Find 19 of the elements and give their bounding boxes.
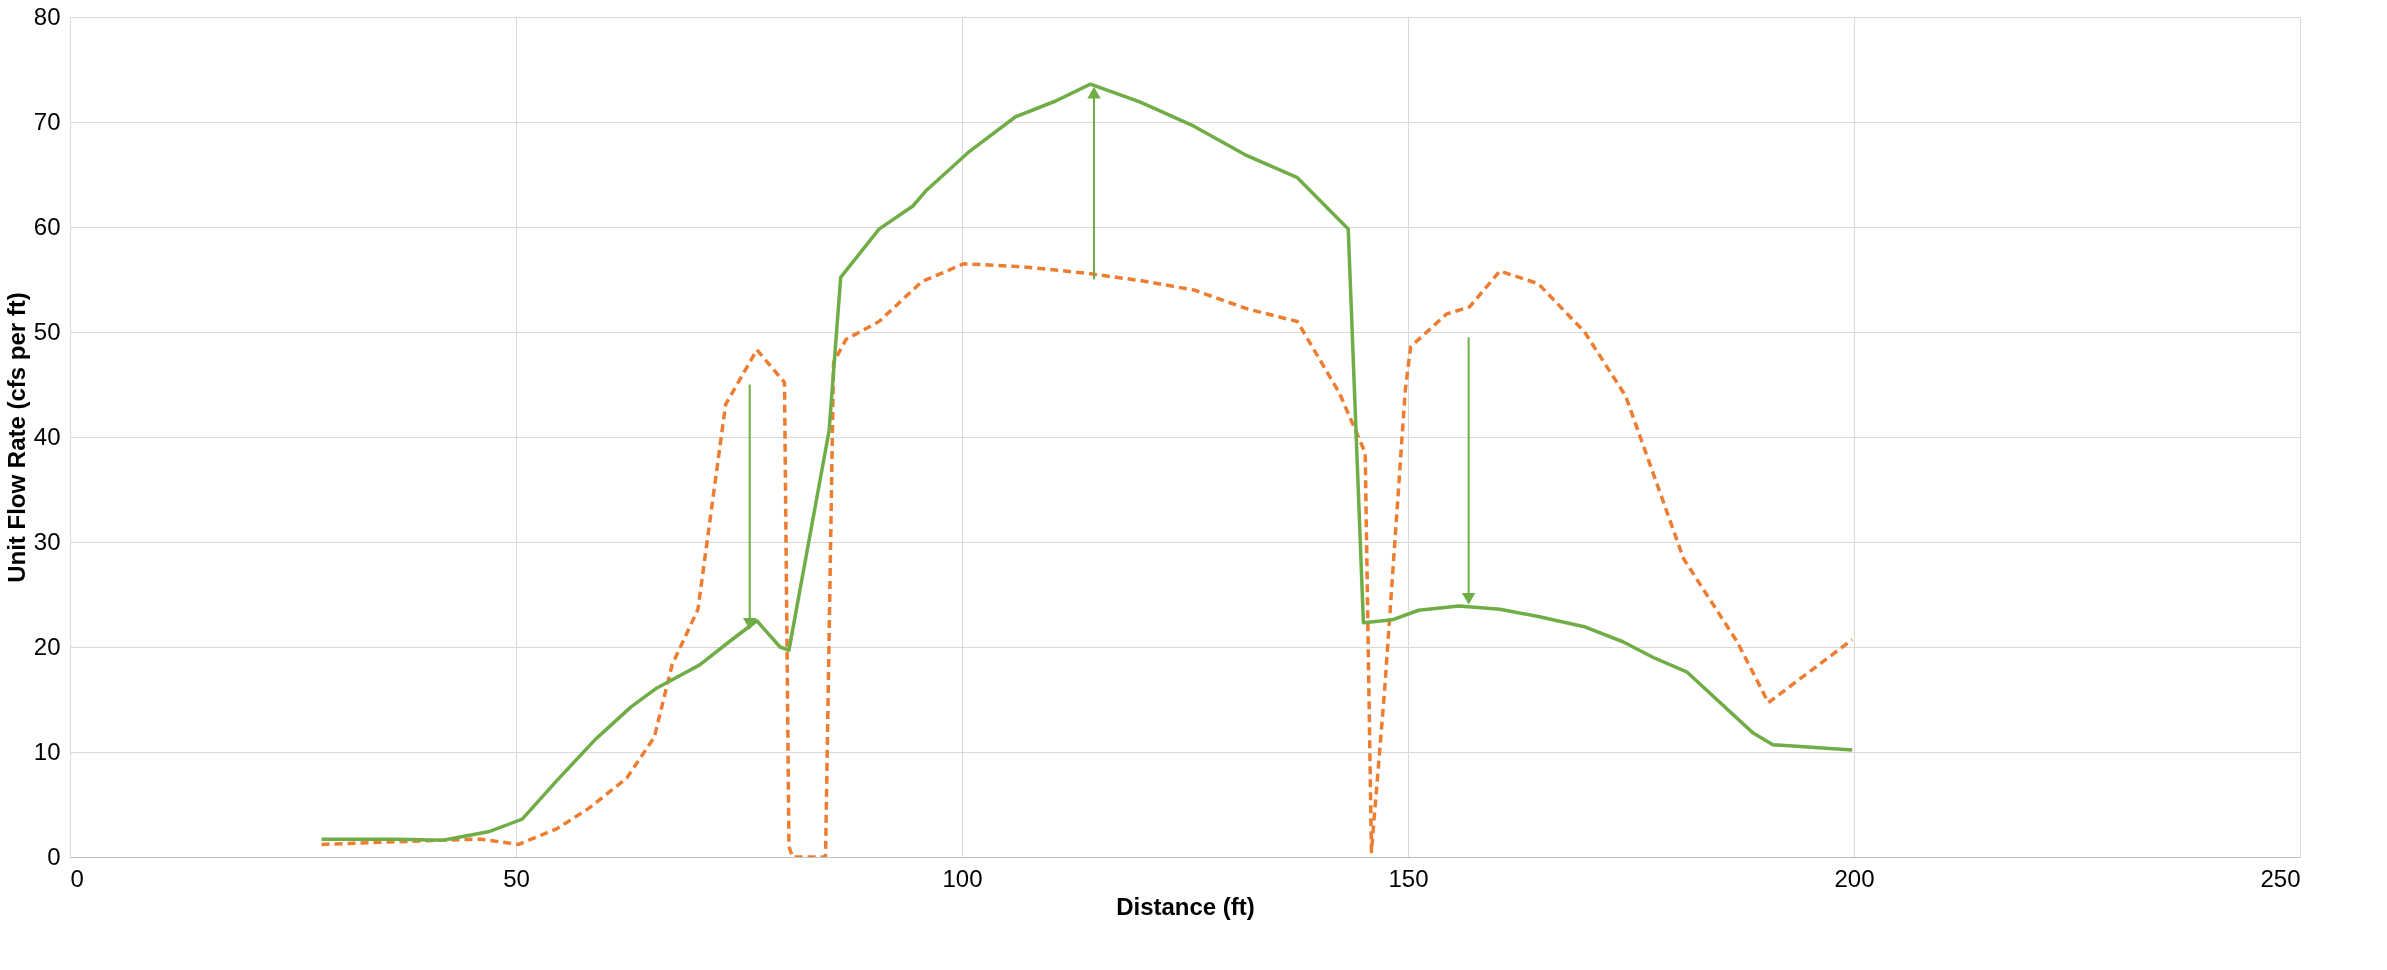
x-tick-label: 250 bbox=[2260, 864, 2301, 892]
y-axis-title: Unit Flow Rate (cfs per ft) bbox=[2, 292, 30, 583]
y-tick-label: 40 bbox=[33, 422, 61, 450]
y-tick-label: 60 bbox=[33, 212, 61, 240]
y-tick-label: 10 bbox=[33, 737, 61, 765]
y-tick-label: 0 bbox=[47, 842, 61, 870]
y-tick-label: 30 bbox=[33, 527, 61, 555]
x-axis-title: Distance (ft) bbox=[1116, 892, 1255, 920]
x-tick-label: 50 bbox=[503, 864, 530, 892]
x-tick-label: 0 bbox=[70, 864, 84, 892]
y-tick-label: 50 bbox=[33, 317, 61, 345]
line-series bbox=[319, 82, 1854, 842]
y-tick-label: 70 bbox=[33, 107, 61, 135]
x-tick-label: 200 bbox=[1834, 864, 1875, 892]
y-tick-label: 20 bbox=[33, 632, 61, 660]
line-series bbox=[319, 262, 1854, 857]
x-tick-label: 150 bbox=[1388, 864, 1429, 892]
y-tick-label: 80 bbox=[33, 2, 61, 30]
x-tick-label: 100 bbox=[942, 864, 983, 892]
